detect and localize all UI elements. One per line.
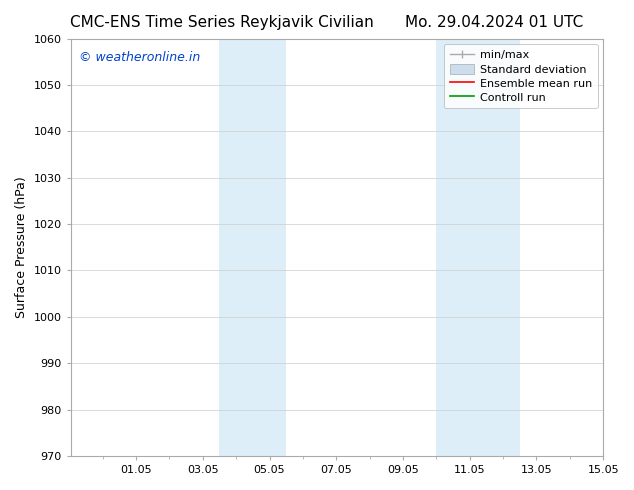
Bar [436, 39, 520, 456]
Bar [219, 39, 286, 456]
Text: CMC-ENS Time Series Reykjavik Civilian: CMC-ENS Time Series Reykjavik Civilian [70, 15, 374, 30]
Text: © weatheronline.in: © weatheronline.in [79, 51, 200, 64]
Legend: min/max, Standard deviation, Ensemble mean run, Controll run: min/max, Standard deviation, Ensemble me… [444, 44, 598, 108]
Y-axis label: Surface Pressure (hPa): Surface Pressure (hPa) [15, 176, 28, 318]
Text: Mo. 29.04.2024 01 UTC: Mo. 29.04.2024 01 UTC [405, 15, 584, 30]
